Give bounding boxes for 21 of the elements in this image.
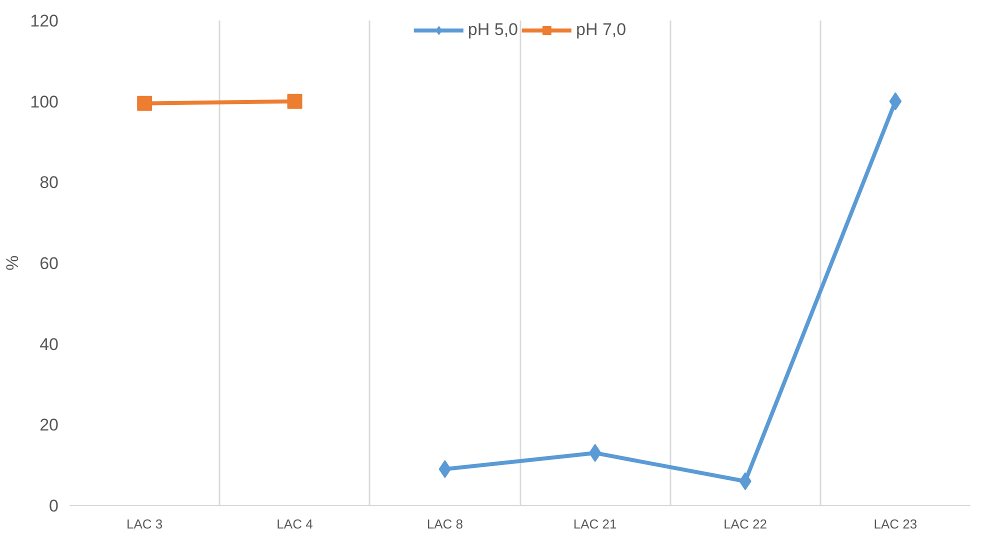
point	[438, 460, 452, 478]
y-tick-label: 20	[40, 416, 59, 435]
point	[287, 94, 302, 109]
x-tick-label: LAC 8	[426, 516, 463, 532]
x-tick-label: LAC 3	[126, 516, 163, 532]
y-tick-label: 60	[40, 254, 59, 273]
x-tick-label: LAC 23	[874, 516, 918, 532]
legend-label: pH 7,0	[576, 20, 626, 40]
legend-label: pH 5,0	[468, 20, 518, 40]
x-tick-label: LAC 4	[276, 516, 313, 532]
y-tick-label: 120	[30, 12, 59, 30]
point	[588, 444, 602, 462]
x-tick-label: LAC 21	[573, 516, 617, 532]
y-axis-title: %	[3, 255, 22, 271]
x-tick-label: LAC 22	[724, 516, 767, 532]
point	[889, 92, 902, 110]
y-tick-label: 100	[30, 92, 59, 112]
point	[137, 96, 152, 111]
y-tick-label: 40	[40, 334, 59, 354]
y-tick-label: 80	[40, 173, 59, 192]
y-tick-label: 0	[49, 496, 59, 516]
